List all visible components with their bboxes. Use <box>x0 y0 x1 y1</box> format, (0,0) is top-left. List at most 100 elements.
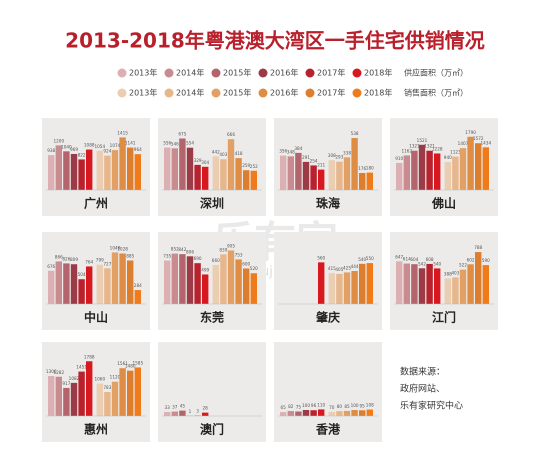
value-label: 540 <box>433 261 441 266</box>
bar <box>171 253 178 304</box>
panel-title: 珠海 <box>316 196 340 211</box>
bar <box>250 170 257 190</box>
bar <box>78 371 85 416</box>
panel: 33 37 451 3 28 澳门 <box>158 342 266 442</box>
value-label: 1585 <box>132 360 143 365</box>
legend-swatch <box>211 68 221 78</box>
value-label: 338 <box>343 150 351 155</box>
value-label: 604 <box>410 257 418 262</box>
legend-swatch <box>305 88 315 98</box>
value-label: 676 <box>47 264 55 269</box>
value-label: 826 <box>62 256 70 261</box>
panel-title: 江门 <box>432 310 456 325</box>
bar <box>336 273 343 304</box>
bar <box>194 164 201 190</box>
value-label: 839 <box>219 247 227 252</box>
bar <box>119 368 126 416</box>
bar <box>343 157 351 190</box>
bar <box>179 410 186 416</box>
legend-label: 2015年 <box>223 68 251 78</box>
bar <box>111 252 119 304</box>
value-label: 556 <box>163 141 171 146</box>
bar <box>452 156 459 190</box>
value-label: 499 <box>201 267 209 272</box>
value-label: 1788 <box>84 354 95 359</box>
bar <box>475 252 482 304</box>
bar <box>336 411 343 416</box>
panel-title: 东莞 <box>200 310 224 325</box>
value-label: 1141 <box>125 141 136 146</box>
legend-swatch <box>305 68 315 78</box>
legend-swatch <box>211 88 221 98</box>
value-label: 418 <box>235 151 243 156</box>
value-label: 211 <box>317 163 325 168</box>
value-label: 444 <box>351 264 359 269</box>
source-line: 乐有家研究中心 <box>400 400 463 412</box>
value-label: 554 <box>186 141 194 146</box>
value-label: 690 <box>194 256 202 261</box>
value-label: 969 <box>70 147 78 152</box>
value-label: 602 <box>467 257 475 262</box>
bar <box>359 410 366 416</box>
panel-bg <box>158 342 266 442</box>
value-label: 727 <box>103 261 111 266</box>
value-label: 660 <box>212 258 220 263</box>
value-label: 45 <box>180 404 186 409</box>
value-label: 542 <box>418 261 426 266</box>
value-label: 842 <box>178 247 186 252</box>
value-label: 70 <box>329 405 335 410</box>
panel-title: 惠州 <box>84 422 108 437</box>
bar <box>48 376 55 416</box>
bar <box>418 144 426 190</box>
value-label: 1321 <box>424 144 435 149</box>
bar <box>70 382 78 416</box>
bar <box>104 392 111 416</box>
value-label: 1082 <box>69 376 80 381</box>
bar <box>280 412 287 416</box>
bar <box>127 370 134 416</box>
bar <box>396 162 403 190</box>
value-label: 65 <box>281 405 287 410</box>
source-line: 政府网站、 <box>400 383 445 395</box>
bar <box>70 264 78 304</box>
bar <box>280 155 287 190</box>
panel: 9101162132115211321122894011231407179015… <box>390 118 498 216</box>
value-label: 1049 <box>110 245 121 250</box>
panel-title: 肇庆 <box>316 310 340 325</box>
value-label: 252 <box>250 164 258 169</box>
bar <box>295 411 302 416</box>
bar <box>164 412 171 416</box>
value-label: 33 <box>165 405 171 410</box>
value-label: 293 <box>335 155 343 160</box>
bar <box>186 147 194 190</box>
value-label: 550 <box>366 256 374 261</box>
bar <box>63 387 70 416</box>
value-label: 520 <box>250 266 258 271</box>
bar <box>119 253 126 304</box>
bar <box>55 376 62 416</box>
value-label: 442 <box>212 149 220 154</box>
value-label: 1572 <box>473 136 484 141</box>
value-label: 666 <box>227 132 235 137</box>
value-label: 403 <box>451 270 459 275</box>
bar <box>444 278 451 304</box>
value-label: 180 <box>366 166 374 171</box>
value-label: 735 <box>163 254 171 259</box>
panel-title: 广州 <box>84 196 108 211</box>
value-label: 425 <box>343 265 351 270</box>
value-label: 885 <box>126 254 134 259</box>
bar <box>366 409 373 416</box>
bar <box>134 367 141 416</box>
legend-label: 2013年 <box>129 68 157 78</box>
bar <box>78 279 85 304</box>
bar <box>459 148 467 190</box>
value-label: 384 <box>294 146 302 151</box>
value-label: 866 <box>55 254 63 259</box>
bar <box>96 264 103 304</box>
value-label: 108 <box>366 403 374 408</box>
